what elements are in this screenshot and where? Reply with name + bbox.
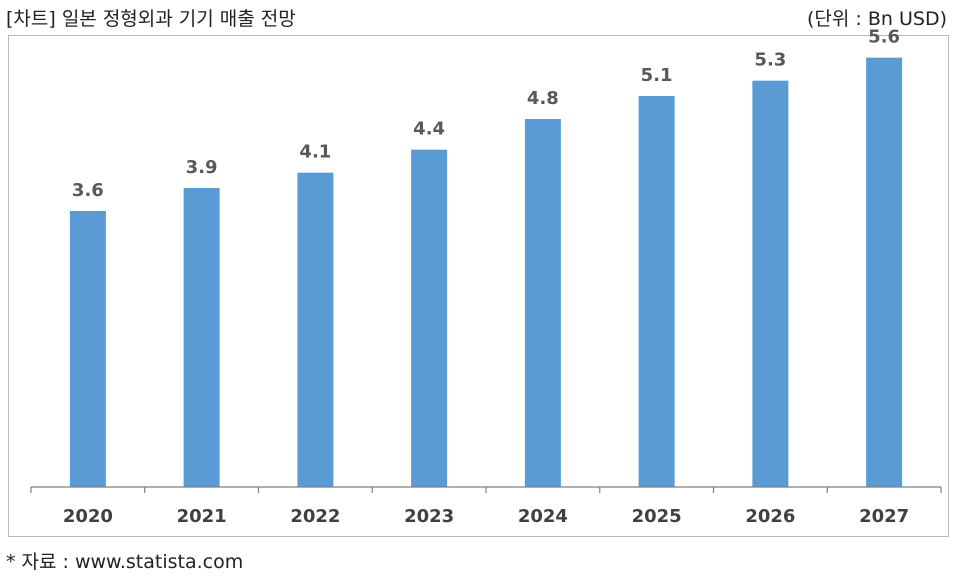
chart-title: [차트] 일본 정형외과 기기 매출 전망	[6, 8, 296, 30]
bars-group	[69, 57, 903, 488]
bar-2027	[866, 57, 903, 488]
value-labels-group: 3.6 3.9 4.1 4.4 4.8 5.1 5.3 5.6	[72, 27, 900, 201]
x-tick-label-2025: 2025	[632, 506, 682, 527]
source-note: * 자료 : www.statista.com	[6, 551, 244, 573]
value-label-2023: 4.4	[413, 119, 445, 140]
bar-2021	[183, 188, 220, 487]
x-tick-label-2023: 2023	[404, 506, 454, 527]
x-tick-label-2022: 2022	[290, 506, 340, 527]
chart-frame	[8, 35, 949, 537]
value-label-2022: 4.1	[299, 142, 331, 163]
bar-2023	[411, 149, 448, 487]
unit-label: (단위 : Bn USD)	[807, 8, 947, 30]
value-label-2021: 3.9	[186, 157, 218, 178]
value-label-2020: 3.6	[72, 180, 104, 201]
bar-2020	[69, 211, 106, 487]
x-tick-label-2024: 2024	[518, 506, 568, 527]
x-tick-label-2027: 2027	[859, 506, 909, 527]
bar-2026	[752, 80, 789, 488]
value-label-2027: 5.6	[868, 27, 900, 48]
x-tick-label-2026: 2026	[745, 506, 795, 527]
bar-2024	[524, 119, 561, 487]
value-label-2025: 5.1	[641, 65, 673, 86]
value-label-2026: 5.3	[754, 50, 786, 71]
x-tick-label-2021: 2021	[177, 506, 227, 527]
x-axis	[30, 486, 942, 493]
x-tick-label-2020: 2020	[63, 506, 113, 527]
value-label-2024: 4.8	[527, 88, 559, 109]
x-tick-labels-group: 2020 2021 2022 2023 2024 2025 2026 2027	[63, 506, 909, 527]
bar-2025	[638, 96, 675, 487]
bar-2022	[297, 172, 334, 487]
